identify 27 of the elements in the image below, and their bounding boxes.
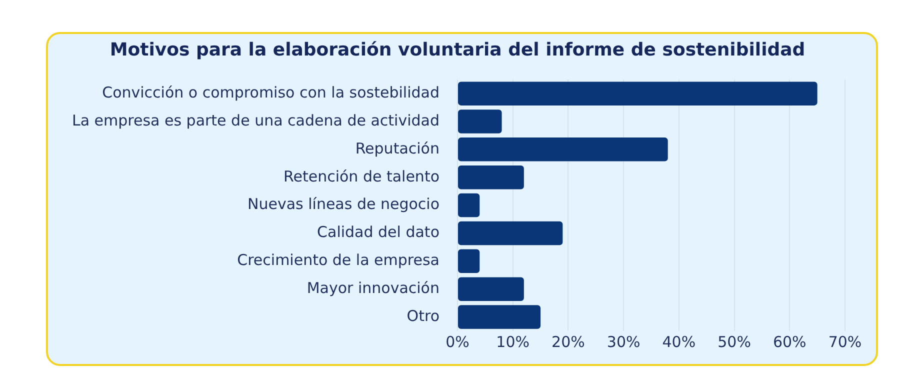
y-tick-label: Calidad del dato xyxy=(317,223,440,242)
y-tick-label: Nuevas líneas de negocio xyxy=(248,195,440,214)
bar xyxy=(458,305,541,329)
x-tick-label: 0% xyxy=(446,332,470,351)
bar xyxy=(458,193,480,218)
x-tick-label: 30% xyxy=(606,332,640,351)
bar xyxy=(458,110,502,134)
chart-title: Motivos para la elaboración voluntaria del informe de sostenibilidad xyxy=(110,39,806,60)
x-tick-label: 50% xyxy=(718,332,751,351)
bar xyxy=(458,221,563,246)
bar xyxy=(458,138,668,162)
bar xyxy=(458,165,524,190)
x-tick-label: 70% xyxy=(828,332,862,351)
y-tick-label: Reputación xyxy=(355,139,440,158)
y-tick-label: Mayor innovación xyxy=(306,278,440,297)
bar xyxy=(458,277,524,301)
y-tick-label: Crecimiento de la empresa xyxy=(237,251,440,270)
y-tick-label: Otro xyxy=(406,306,440,325)
x-tick-label: 40% xyxy=(662,332,696,351)
y-tick-label: Retención de talento xyxy=(283,167,440,186)
x-tick-label: 20% xyxy=(552,332,585,351)
y-tick-label: Convicción o compromiso con la sostebilidad xyxy=(102,83,440,102)
bar xyxy=(458,82,818,106)
x-tick-label: 60% xyxy=(772,332,806,351)
bar xyxy=(458,249,480,274)
x-tick-label: 10% xyxy=(496,332,530,351)
y-tick-label: La empresa es parte de una cadena de actividad xyxy=(72,111,440,130)
